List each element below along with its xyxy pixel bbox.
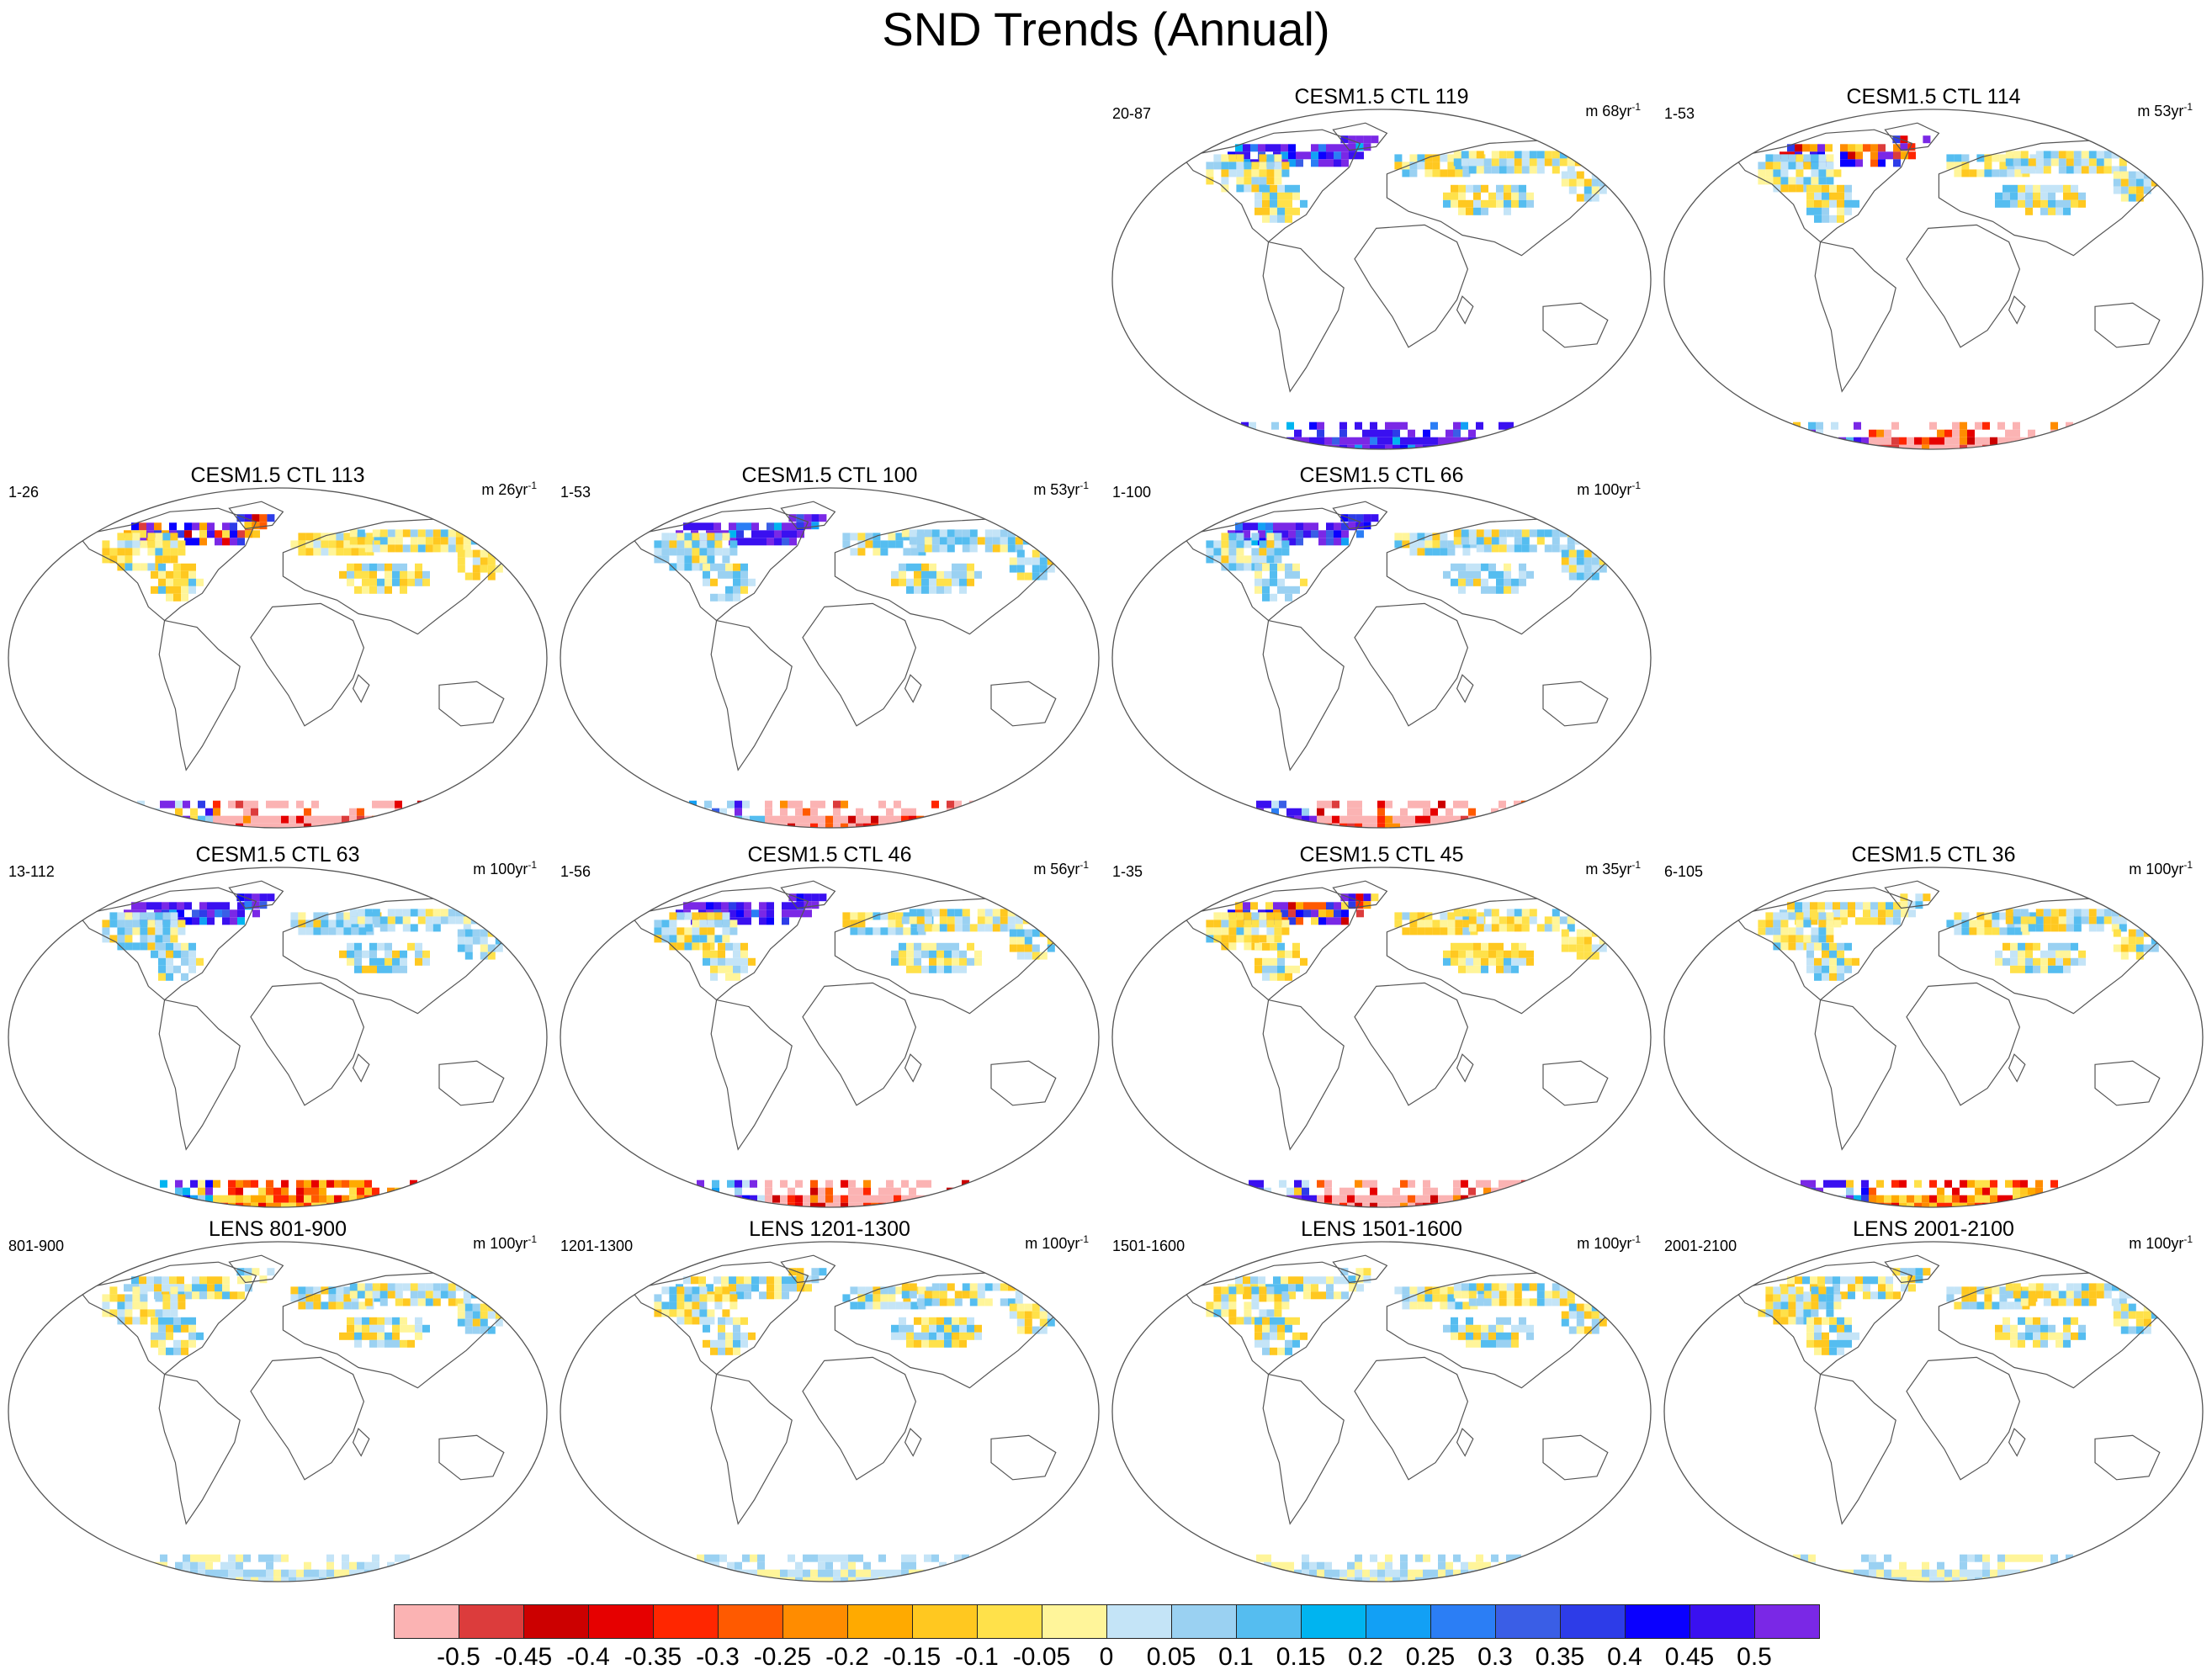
panel-units: m 100yr-1 — [473, 1230, 537, 1253]
panel-units: m 26yr-1 — [481, 476, 537, 499]
panel-units-exponent: -1 — [528, 1233, 537, 1245]
panel-units: m 68yr-1 — [1585, 98, 1641, 120]
world-map — [560, 867, 1100, 1208]
panel-units-text: m 100yr — [473, 1235, 528, 1252]
panel-title: CESM1.5 CTL 113 — [190, 464, 365, 487]
world-map — [1111, 867, 1652, 1208]
panel-years: 1501-1600 — [1112, 1238, 1186, 1254]
panel-units: m 100yr-1 — [2129, 1230, 2193, 1253]
panel-units-text: m 100yr — [2129, 861, 2184, 877]
panel-units: m 100yr-1 — [473, 856, 537, 878]
world-map — [1663, 109, 2204, 450]
world-map — [1663, 867, 2204, 1208]
panel-units-text: m 100yr — [473, 861, 528, 877]
panel-units-exponent: -1 — [2183, 101, 2193, 113]
panel-units-exponent: -1 — [528, 480, 537, 491]
panel-years: 1-26 — [8, 484, 40, 501]
panel-units: m 100yr-1 — [1577, 1230, 1641, 1253]
world-map — [8, 867, 548, 1208]
panel-units: m 35yr-1 — [1585, 856, 1641, 878]
panel-units-text: m 35yr — [1585, 861, 1632, 877]
panel-units-text: m 68yr — [1585, 103, 1632, 119]
panel-years: 1-100 — [1112, 484, 1152, 501]
panel-title: CESM1.5 CTL 46 — [747, 843, 912, 867]
panel-title: CESM1.5 CTL 119 — [1294, 85, 1469, 109]
panel-years: 1-53 — [1664, 105, 1695, 122]
panel-title: CESM1.5 CTL 45 — [1299, 843, 1464, 867]
panel-units-text: m 100yr — [2129, 1235, 2184, 1252]
panel-title: CESM1.5 CTL 36 — [1851, 843, 2016, 867]
map-panel: CESM1.5 CTL 113 1-26 m 26yr-1 — [2, 463, 554, 833]
map-panel: CESM1.5 CTL 66 1-100 m 100yr-1 — [1106, 463, 1658, 833]
panel-units-exponent: -1 — [528, 859, 537, 871]
figure-title: SND Trends (Annual) — [882, 3, 1330, 56]
panel-units: m 53yr-1 — [1033, 476, 1089, 499]
panel-title: CESM1.5 CTL 63 — [195, 843, 360, 867]
panel-units-exponent: -1 — [1631, 480, 1641, 491]
map-panel: CESM1.5 CTL 45 1-35 m 35yr-1 — [1106, 842, 1658, 1212]
panel-units-exponent: -1 — [1079, 480, 1089, 491]
panel-units-exponent: -1 — [1631, 859, 1641, 871]
map-panel: LENS 2001-2100 2001-2100 m 100yr-1 — [1658, 1216, 2209, 1587]
panel-units: m 100yr-1 — [1025, 1230, 1089, 1253]
map-panel: CESM1.5 CTL 114 1-53 m 53yr-1 — [1658, 84, 2209, 454]
panel-units: m 56yr-1 — [1033, 856, 1089, 878]
panel-years: 1201-1300 — [560, 1238, 634, 1254]
panel-units-text: m 100yr — [1577, 481, 1632, 498]
panel-title: CESM1.5 CTL 114 — [1846, 85, 2021, 109]
panel-years: 1-53 — [560, 484, 591, 501]
world-map — [560, 1241, 1100, 1582]
panel-title: LENS 801-900 — [208, 1217, 347, 1241]
panel-title: LENS 1501-1600 — [1301, 1217, 1462, 1241]
world-map — [1111, 1241, 1652, 1582]
map-panel: CESM1.5 CTL 46 1-56 m 56yr-1 — [554, 842, 1106, 1212]
panel-units-exponent: -1 — [2183, 859, 2193, 871]
panel-years: 13-112 — [8, 863, 55, 880]
panel-units-text: m 56yr — [1033, 861, 1080, 877]
panel-title: CESM1.5 CTL 100 — [741, 464, 918, 487]
panel-units-text: m 100yr — [1577, 1235, 1632, 1252]
panel-units-exponent: -1 — [2183, 1233, 2193, 1245]
map-panel: CESM1.5 CTL 36 6-105 m 100yr-1 — [1658, 842, 2209, 1212]
panel-units: m 53yr-1 — [2137, 98, 2193, 120]
panel-years: 20-87 — [1112, 105, 1152, 122]
panel-years: 2001-2100 — [1664, 1238, 1737, 1254]
panel-units-exponent: -1 — [1079, 1233, 1089, 1245]
panel-units-text: m 53yr — [1033, 481, 1080, 498]
panel-units-text: m 26yr — [481, 481, 528, 498]
map-panel: CESM1.5 CTL 119 20-87 m 68yr-1 — [1106, 84, 1658, 454]
panel-units-exponent: -1 — [1079, 859, 1089, 871]
map-panel: LENS 801-900 801-900 m 100yr-1 — [2, 1216, 554, 1587]
world-map — [1663, 1241, 2204, 1582]
panel-units: m 100yr-1 — [1577, 476, 1641, 499]
panel-units: m 100yr-1 — [2129, 856, 2193, 878]
panel-units-exponent: -1 — [1631, 101, 1641, 113]
map-panel: LENS 1201-1300 1201-1300 m 100yr-1 — [554, 1216, 1106, 1587]
map-panel: CESM1.5 CTL 100 1-53 m 53yr-1 — [554, 463, 1106, 833]
panel-units-exponent: -1 — [1631, 1233, 1641, 1245]
world-map — [1111, 109, 1652, 450]
panel-title: LENS 1201-1300 — [749, 1217, 910, 1241]
world-map — [8, 1241, 548, 1582]
world-map — [1111, 487, 1652, 829]
panel-title: CESM1.5 CTL 66 — [1299, 464, 1464, 487]
map-panel: CESM1.5 CTL 63 13-112 m 100yr-1 — [2, 842, 554, 1212]
world-map — [8, 487, 548, 829]
panel-years: 1-56 — [560, 863, 591, 880]
panel-title: LENS 2001-2100 — [1853, 1217, 2014, 1241]
panel-units-text: m 53yr — [2137, 103, 2184, 119]
panel-years: 1-35 — [1112, 863, 1143, 880]
world-map — [560, 487, 1100, 829]
panel-units-text: m 100yr — [1025, 1235, 1080, 1252]
map-panel: LENS 1501-1600 1501-1600 m 100yr-1 — [1106, 1216, 1658, 1587]
panel-years: 6-105 — [1664, 863, 1704, 880]
panel-years: 801-900 — [8, 1238, 65, 1254]
